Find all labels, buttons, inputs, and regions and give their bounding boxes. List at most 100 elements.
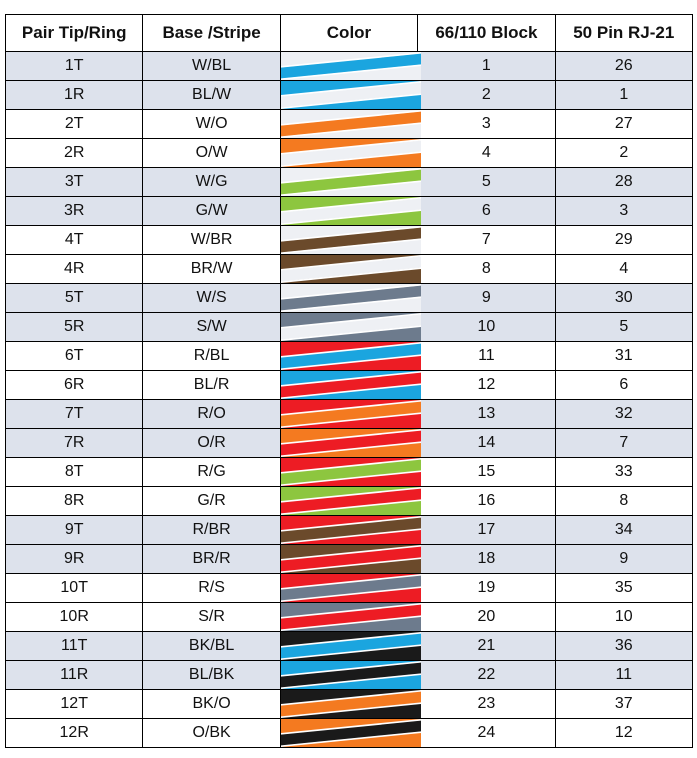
base-stripe-cell: O/R [142,428,281,458]
swatch-stripe [280,81,421,97]
pair-cell: 4R [4,254,144,284]
swatch-stripe [280,342,421,358]
pair-cell: 9R [4,544,144,574]
color-swatch [280,719,421,747]
pair-cell: 8R [4,486,144,516]
block-cell: 11 [417,341,556,371]
column-header: Color [279,14,419,52]
color-cell [279,631,421,661]
base-stripe-cell: O/W [142,138,281,168]
column-header: Pair Tip/Ring [4,14,144,52]
pair-cell: 7R [4,428,144,458]
table-row: 6R BL/R 12 6 [4,370,694,400]
color-cell [279,167,421,197]
color-cell [279,689,421,719]
swatch-stripe [280,603,421,619]
swatch-stripe [280,209,421,225]
color-cell [279,254,421,284]
table-row: 12R O/BK 24 12 [4,718,694,748]
swatch-stripe [280,430,421,456]
swatch-stripe [280,168,421,184]
swatch-stripe [280,313,421,329]
color-cell [279,718,421,748]
block-cell: 10 [417,312,556,342]
base-stripe-cell: W/G [142,167,281,197]
swatch-stripe [280,528,421,544]
block-cell: 17 [417,515,556,545]
base-stripe-cell: BL/R [142,370,281,400]
swatch-stripe [280,615,421,631]
swatch-stripe [280,488,421,514]
pair-cell: 3R [4,196,144,226]
color-cell [279,515,421,545]
block-cell: 21 [417,631,556,661]
color-swatch [280,487,421,515]
swatch-stripe [280,238,421,254]
pair-cell: 4T [4,225,144,255]
table-row: 7R O/R 14 7 [4,428,694,458]
block-cell: 7 [417,225,556,255]
color-cell [279,602,421,632]
block-cell: 1 [417,51,556,81]
swatch-stripe [280,702,421,718]
pair-cell: 7T [4,399,144,429]
swatch-stripe [280,284,421,300]
block-cell: 3 [417,109,556,139]
block-cell: 2 [417,80,556,110]
swatch-stripe [280,662,421,688]
base-stripe-cell: S/R [142,602,281,632]
rj21-cell: 35 [554,573,694,603]
pair-cell: 10R [4,602,144,632]
color-swatch [280,52,421,80]
pair-cell: 1T [4,51,144,81]
block-cell: 24 [417,718,556,748]
color-swatch [280,226,421,254]
color-swatch [280,632,421,660]
swatch-stripe [280,110,421,126]
swatch-stripe [280,285,421,311]
block-cell: 8 [417,254,556,284]
swatch-stripe [280,720,421,746]
swatch-stripe [280,82,421,108]
rj21-cell: 2 [554,138,694,168]
base-stripe-cell: R/O [142,399,281,429]
color-swatch [280,690,421,718]
swatch-stripe [280,296,421,312]
color-swatch [280,139,421,167]
table-row: 1T W/BL 1 26 [4,51,694,81]
block-cell: 23 [417,689,556,719]
table-row: 2T W/O 3 27 [4,109,694,139]
base-stripe-cell: W/BL [142,51,281,81]
color-cell [279,51,421,81]
swatch-stripe [280,325,421,341]
swatch-stripe [280,574,421,590]
table-row: 3T W/G 5 28 [4,167,694,197]
table-row: 11T BK/BL 21 36 [4,631,694,661]
color-swatch [280,516,421,544]
color-swatch [280,168,421,196]
table-row: 1R BL/W 2 1 [4,80,694,110]
block-cell: 4 [417,138,556,168]
color-cell [279,283,421,313]
swatch-stripe [280,661,421,677]
column-header: Base /Stripe [142,14,281,52]
color-swatch [280,429,421,457]
color-cell [279,341,421,371]
color-cell [279,399,421,429]
table-row: 11R BL/BK 22 11 [4,660,694,690]
swatch-stripe [280,487,421,503]
swatch-stripe [280,139,421,155]
swatch-stripe [280,557,421,573]
block-cell: 15 [417,457,556,487]
swatch-stripe [280,644,421,660]
rj21-cell: 33 [554,457,694,487]
color-cell [279,486,421,516]
table-row: 3R G/W 6 3 [4,196,694,226]
swatch-stripe [280,459,421,485]
swatch-stripe [280,169,421,195]
table-row: 4R BR/W 8 4 [4,254,694,284]
pair-cell: 9T [4,515,144,545]
base-stripe-cell: BL/W [142,80,281,110]
swatch-stripe [280,690,421,706]
